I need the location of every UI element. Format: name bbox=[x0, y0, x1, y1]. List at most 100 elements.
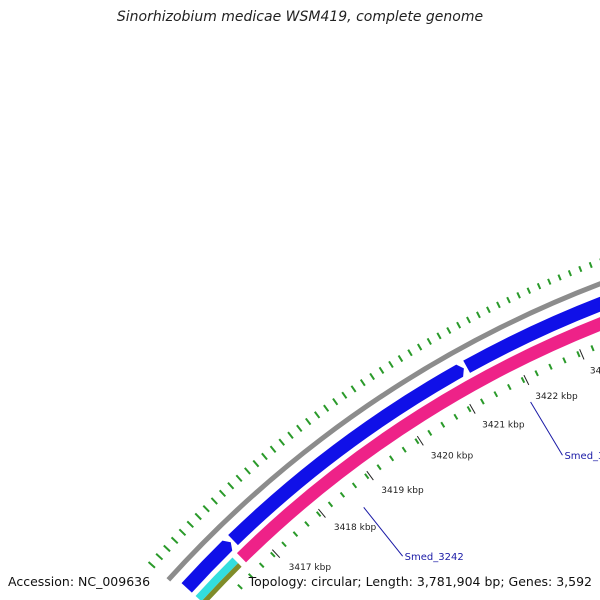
minor-tick bbox=[304, 521, 310, 527]
gc-skew-dash bbox=[278, 438, 286, 446]
gc-skew-dash bbox=[218, 489, 227, 498]
gc-skew-dash bbox=[186, 520, 194, 529]
scale-ticks: 3417 kbp 3418 kbp 3419 kbp 3420 kbp 3421 kbp… bbox=[237, 345, 600, 590]
reverse-cds-1[interactable] bbox=[201, 563, 242, 600]
minor-tick bbox=[376, 464, 382, 471]
minor-tick bbox=[480, 398, 485, 405]
major-tick bbox=[416, 435, 424, 446]
reverse-cds-track bbox=[195, 307, 600, 600]
minor-tick bbox=[507, 383, 512, 391]
gc-skew-track bbox=[147, 258, 600, 569]
minor-tick bbox=[590, 345, 595, 352]
gc-skew-dash bbox=[426, 337, 432, 345]
major-tick bbox=[523, 374, 530, 386]
gc-skew-dash bbox=[557, 274, 562, 281]
forward-cds-2[interactable] bbox=[463, 277, 600, 373]
gc-skew-dash bbox=[359, 379, 366, 387]
reverse-cds-2[interactable] bbox=[236, 307, 600, 563]
minor-tick bbox=[562, 357, 567, 364]
gc-skew-dash bbox=[350, 385, 357, 393]
reverse-cds-0[interactable] bbox=[195, 557, 239, 600]
gc-skew-dash bbox=[261, 452, 268, 461]
gc-skew-dash bbox=[536, 282, 542, 290]
minor-tick bbox=[339, 491, 346, 498]
gc-skew-dash bbox=[210, 497, 218, 505]
minor-tick bbox=[351, 482, 358, 489]
gc-skew-dash bbox=[516, 292, 521, 299]
minor-tick bbox=[401, 446, 407, 453]
forward-cds-track bbox=[181, 277, 600, 593]
gc-skew-dash bbox=[486, 306, 491, 314]
gc-skew-dash bbox=[227, 482, 235, 490]
gene-label[interactable]: Smed_3243 bbox=[564, 451, 600, 462]
gc-skew-dash bbox=[155, 552, 164, 561]
minor-tick bbox=[281, 541, 287, 548]
gc-skew-dash bbox=[341, 391, 348, 399]
minor-tick bbox=[247, 573, 254, 579]
minor-tick bbox=[327, 501, 334, 508]
gc-skew-dash bbox=[269, 445, 277, 453]
gc-skew-dash bbox=[235, 474, 243, 483]
tick-label: 3421 kbp bbox=[482, 420, 525, 430]
tick-label: 3420 kbp bbox=[431, 452, 474, 462]
minor-tick bbox=[364, 473, 370, 480]
accession-text: Accession: NC_009636 bbox=[8, 574, 151, 589]
gc-skew-dash bbox=[526, 287, 532, 294]
gene-label[interactable]: Smed_3242 bbox=[405, 552, 464, 563]
forward-cds-1[interactable] bbox=[228, 364, 464, 546]
minor-tick bbox=[534, 370, 539, 377]
gc-skew-dash bbox=[456, 321, 462, 329]
tick-label: 3423 kbp bbox=[590, 367, 600, 377]
gc-skew-dash bbox=[466, 316, 471, 324]
gene-label-leader bbox=[363, 507, 404, 557]
gc-skew-dash bbox=[588, 261, 593, 269]
gc-skew-dash bbox=[476, 311, 481, 319]
gc-skew-dash bbox=[578, 265, 583, 273]
minor-tick bbox=[440, 421, 446, 428]
major-tick bbox=[469, 403, 476, 414]
gc-skew-dash bbox=[567, 270, 572, 277]
minor-tick bbox=[292, 531, 299, 537]
gc-skew-dash bbox=[314, 411, 321, 419]
gc-skew-dash bbox=[305, 417, 312, 426]
minor-tick bbox=[548, 363, 553, 370]
minor-tick bbox=[493, 391, 499, 398]
gc-skew-dash bbox=[287, 431, 294, 439]
gc-skew-dash bbox=[194, 512, 202, 521]
gc-skew-dash bbox=[378, 366, 385, 375]
map-title: Sinorhizobium medicae WSM419, complete g… bbox=[116, 9, 484, 25]
gc-skew-dash bbox=[407, 349, 413, 357]
gc-skew-dash bbox=[446, 327, 452, 334]
gc-skew-dash bbox=[244, 467, 251, 475]
minor-tick bbox=[576, 351, 581, 358]
gc-skew-dash bbox=[178, 528, 187, 537]
minor-tick bbox=[427, 429, 433, 436]
gc-skew-dash bbox=[369, 372, 375, 381]
topology-text: Topology: circular; Length: 3,781,904 bp… bbox=[248, 574, 592, 589]
minor-tick bbox=[466, 405, 472, 413]
minor-tick bbox=[237, 583, 243, 590]
minor-tick bbox=[389, 455, 395, 462]
minor-tick bbox=[270, 551, 276, 558]
minor-tick bbox=[315, 511, 322, 518]
backbone-track bbox=[166, 281, 600, 582]
forward-cds-0[interactable] bbox=[181, 540, 233, 593]
tick-label: 3422 kbp bbox=[535, 392, 578, 402]
gc-skew-dash bbox=[323, 404, 330, 412]
major-tick bbox=[366, 470, 374, 481]
gc-skew-dash bbox=[170, 536, 179, 545]
minor-tick bbox=[258, 562, 265, 569]
major-tick bbox=[579, 349, 585, 360]
minor-tick bbox=[453, 413, 459, 420]
gc-skew-dash bbox=[252, 459, 260, 468]
gc-skew-dash bbox=[506, 296, 511, 304]
gc-skew-dash bbox=[388, 360, 394, 369]
genome-backbone bbox=[166, 281, 600, 582]
minor-tick bbox=[414, 438, 420, 445]
tick-label: 3419 kbp bbox=[381, 486, 424, 496]
gc-skew-dash bbox=[332, 398, 339, 406]
tick-label: 3417 kbp bbox=[289, 563, 332, 573]
major-tick bbox=[271, 549, 281, 559]
